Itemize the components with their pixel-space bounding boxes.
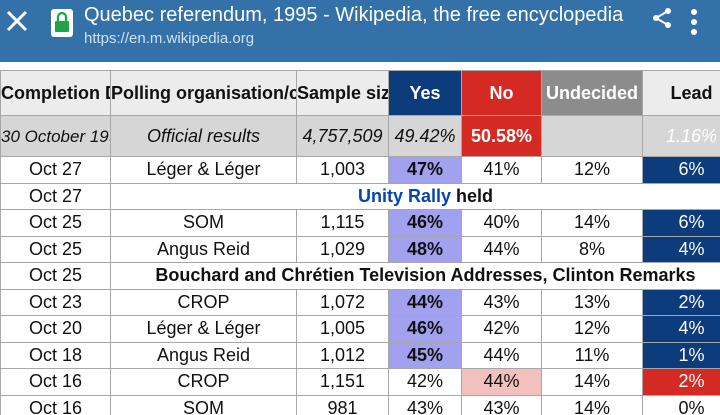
cell-date: Oct 18 bbox=[0, 341, 111, 369]
lock-icon bbox=[51, 9, 73, 37]
cell-yes: 48% bbox=[388, 235, 462, 263]
cell-polling[interactable]: CROP bbox=[110, 368, 297, 396]
cell-sample: 1,151 bbox=[296, 368, 389, 396]
cell-no: 41% bbox=[461, 156, 542, 184]
header-undecided: Undecided bbox=[541, 70, 643, 116]
header-yes: Yes bbox=[388, 70, 462, 116]
polls-table: Completion Date Polling organisation/cli… bbox=[0, 70, 720, 415]
cell-no: 44% bbox=[461, 368, 542, 396]
header-sample: Sample size bbox=[296, 70, 389, 116]
cell-date: Oct 16 bbox=[0, 394, 111, 415]
cell-sample: 1,012 bbox=[296, 341, 389, 369]
cell-lead: 1.16% bbox=[642, 115, 720, 157]
cell-date: Oct 25 bbox=[0, 235, 111, 263]
event-row: Oct 25 Bouchard and Chrétien Television … bbox=[0, 262, 720, 290]
cell-no: 50.58% bbox=[461, 115, 542, 157]
cell-date: Oct 27 bbox=[0, 182, 111, 210]
cell-no: 42% bbox=[461, 315, 542, 343]
cell-sample: 1,005 bbox=[296, 315, 389, 343]
cell-yes: 49.42% bbox=[388, 115, 462, 157]
table-row: Oct 16 CROP 1,151 42% 44% 14% 2% bbox=[0, 368, 720, 396]
cell-date: Oct 25 bbox=[0, 209, 111, 237]
header-no: No bbox=[461, 70, 542, 116]
cell-polling[interactable]: SOM bbox=[110, 209, 297, 237]
cell-yes: 46% bbox=[388, 209, 462, 237]
cell-polling[interactable]: CROP bbox=[110, 288, 297, 316]
cell-sample: 4,757,509 bbox=[296, 115, 389, 157]
cell-undecided: 12% bbox=[541, 156, 643, 184]
official-results-row: 30 October 1995 Official results 4,757,5… bbox=[0, 115, 720, 157]
table-row: Oct 27 Léger & Léger 1,003 47% 41% 12% 6… bbox=[0, 156, 720, 184]
cell-undecided: 14% bbox=[541, 209, 643, 237]
table-row: Oct 25 SOM 1,115 46% 40% 14% 6% bbox=[0, 209, 720, 237]
cell-lead: 2% bbox=[642, 368, 720, 396]
cell-polling[interactable]: SOM bbox=[110, 394, 297, 415]
cell-yes: 47% bbox=[388, 156, 462, 184]
cell-no: 44% bbox=[461, 235, 542, 263]
cell-sample: 1,003 bbox=[296, 156, 389, 184]
cell-date: Oct 23 bbox=[0, 288, 111, 316]
table-row: Oct 20 Léger & Léger 1,005 46% 42% 12% 4… bbox=[0, 315, 720, 343]
cell-undecided: 8% bbox=[541, 235, 643, 263]
cell-yes: 45% bbox=[388, 341, 462, 369]
cell-undecided: 13% bbox=[541, 288, 643, 316]
cell-no: 43% bbox=[461, 288, 542, 316]
cell-lead: 1% bbox=[642, 341, 720, 369]
cell-date: 30 October 1995 bbox=[0, 115, 111, 157]
cell-sample: 1,072 bbox=[296, 288, 389, 316]
event-text: held bbox=[451, 185, 494, 206]
cell-yes: 43% bbox=[388, 394, 462, 415]
cell-lead: 4% bbox=[642, 235, 720, 263]
cell-undecided: 14% bbox=[541, 394, 643, 415]
cell-date: Oct 16 bbox=[0, 368, 111, 396]
cell-lead: 6% bbox=[642, 209, 720, 237]
table-row: Oct 16 SOM 981 43% 43% 14% 0% bbox=[0, 394, 720, 415]
cell-no: 44% bbox=[461, 341, 542, 369]
cell-lead: 6% bbox=[642, 156, 720, 184]
header-polling: Polling organisation/client bbox=[110, 70, 297, 116]
share-icon[interactable] bbox=[650, 6, 674, 30]
table-row: Oct 18 Angus Reid 1,012 45% 44% 11% 1% bbox=[0, 341, 720, 369]
cell-undecided bbox=[541, 115, 643, 157]
table-row: Oct 23 CROP 1,072 44% 43% 13% 2% bbox=[0, 288, 720, 316]
page-url[interactable]: https://en.m.wikipedia.org bbox=[84, 30, 255, 47]
overflow-menu-icon[interactable] bbox=[690, 8, 698, 36]
browser-toolbar: Quebec referendum, 1995 - Wikipedia, the… bbox=[0, 0, 720, 62]
header-date: Completion Date bbox=[0, 70, 111, 116]
cell-polling: Official results bbox=[110, 115, 297, 157]
cell-sample: 981 bbox=[296, 394, 389, 415]
close-icon[interactable] bbox=[2, 6, 32, 36]
cell-undecided: 14% bbox=[541, 368, 643, 396]
cell-sample: 1,029 bbox=[296, 235, 389, 263]
polls-table-container[interactable]: Completion Date Polling organisation/cli… bbox=[0, 70, 720, 415]
cell-yes: 42% bbox=[388, 368, 462, 396]
cell-date: Oct 25 bbox=[0, 262, 111, 290]
cell-polling[interactable]: Angus Reid bbox=[110, 341, 297, 369]
cell-undecided: 12% bbox=[541, 315, 643, 343]
cell-lead: 4% bbox=[642, 315, 720, 343]
page-title: Quebec referendum, 1995 - Wikipedia, the… bbox=[84, 4, 624, 26]
cell-polling[interactable]: Léger & Léger bbox=[110, 156, 297, 184]
header-lead: Lead bbox=[642, 70, 720, 116]
event-cell: Unity Rally held bbox=[110, 182, 720, 210]
table-header-row: Completion Date Polling organisation/cli… bbox=[0, 70, 720, 116]
cell-no: 43% bbox=[461, 394, 542, 415]
cell-date: Oct 20 bbox=[0, 315, 111, 343]
cell-yes: 44% bbox=[388, 288, 462, 316]
cell-polling[interactable]: Angus Reid bbox=[110, 235, 297, 263]
event-cell: Bouchard and Chrétien Television Address… bbox=[110, 262, 720, 290]
unity-rally-link[interactable]: Unity Rally bbox=[357, 185, 451, 206]
cell-lead: 2% bbox=[642, 288, 720, 316]
cell-undecided: 11% bbox=[541, 341, 643, 369]
cell-lead: 0% bbox=[642, 394, 720, 415]
cell-date: Oct 27 bbox=[0, 156, 111, 184]
cell-sample: 1,115 bbox=[296, 209, 389, 237]
cell-no: 40% bbox=[461, 209, 542, 237]
event-row: Oct 27 Unity Rally held bbox=[0, 182, 720, 210]
cell-yes: 46% bbox=[388, 315, 462, 343]
table-row: Oct 25 Angus Reid 1,029 48% 44% 8% 4% bbox=[0, 235, 720, 263]
cell-polling[interactable]: Léger & Léger bbox=[110, 315, 297, 343]
